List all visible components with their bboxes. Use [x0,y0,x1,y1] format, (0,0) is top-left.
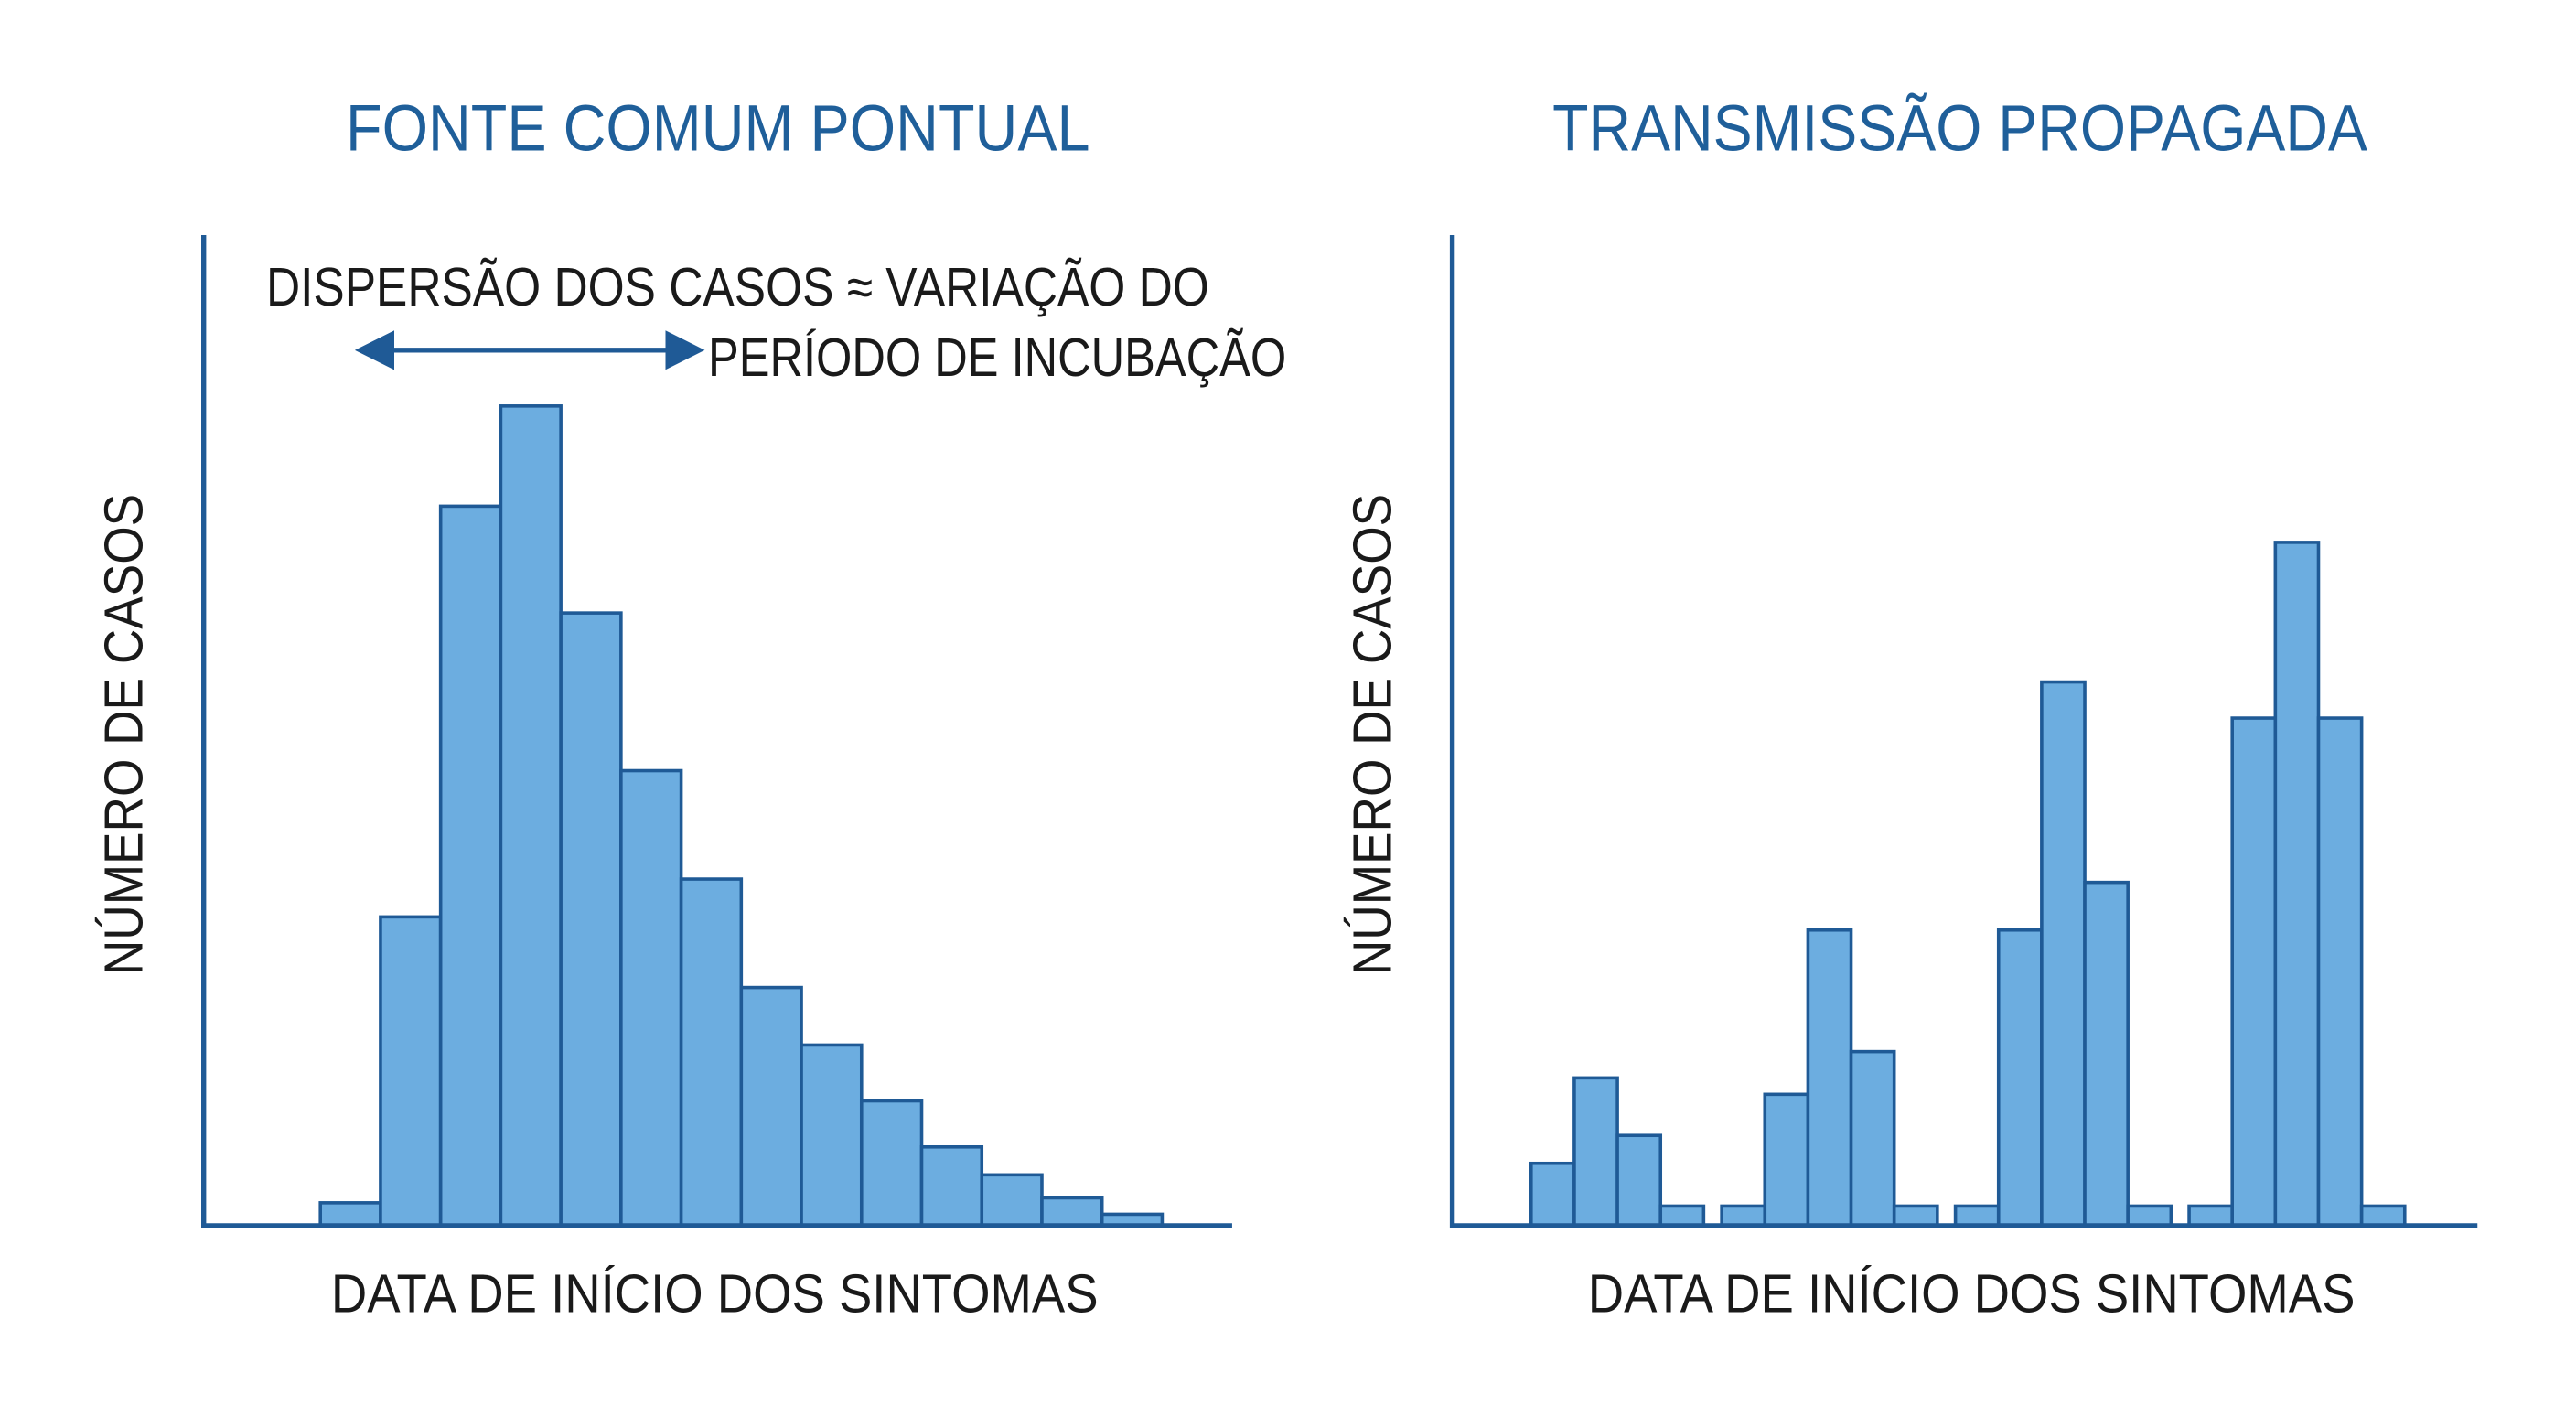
chart-title: FONTE COMUM PONTUAL [346,92,1090,166]
bar [859,1099,924,1228]
bar [2230,716,2278,1228]
bar [739,985,803,1228]
bar [1763,1092,1810,1228]
bar [2316,716,2364,1228]
bar [1892,1204,1939,1228]
bar [318,1201,382,1228]
bar [1996,928,2044,1228]
bar [2187,1204,2234,1228]
bar [1572,1076,1619,1228]
bar [1720,1204,1767,1228]
bar [2083,880,2130,1228]
y-axis-label: NÚMERO DE CASOS [93,494,155,975]
bar [1040,1196,1104,1228]
bar [2040,680,2087,1228]
bar [2273,541,2321,1228]
bar [800,1043,864,1228]
bar [980,1173,1044,1228]
annotation: DISPERSÃO DOS CASOS ≈ VARIAÇÃO DO [266,256,1209,317]
bar [1953,1204,2001,1228]
bar [919,1145,984,1228]
bar [379,915,443,1228]
bar [1849,1049,1896,1228]
bar [1806,928,1853,1228]
bar [2359,1204,2407,1228]
y-axis-label: NÚMERO DE CASOS [1342,494,1403,975]
x-axis-label: DATA DE INÍCIO DOS SINTOMAS [1588,1263,2356,1325]
bar [499,404,563,1228]
annotation: PERÍODO DE INCUBAÇÃO [708,327,1286,388]
bar [679,877,744,1228]
x-axis-label: DATA DE INÍCIO DOS SINTOMAS [331,1263,1099,1325]
bar [1530,1161,1576,1228]
bar [1615,1133,1663,1228]
bar [1658,1204,1706,1228]
bar [559,611,623,1228]
bar [2126,1204,2174,1228]
bar [619,768,683,1228]
chart-title: TRANSMISSÃO PROPAGADA [1552,92,2367,166]
bar [438,504,503,1228]
